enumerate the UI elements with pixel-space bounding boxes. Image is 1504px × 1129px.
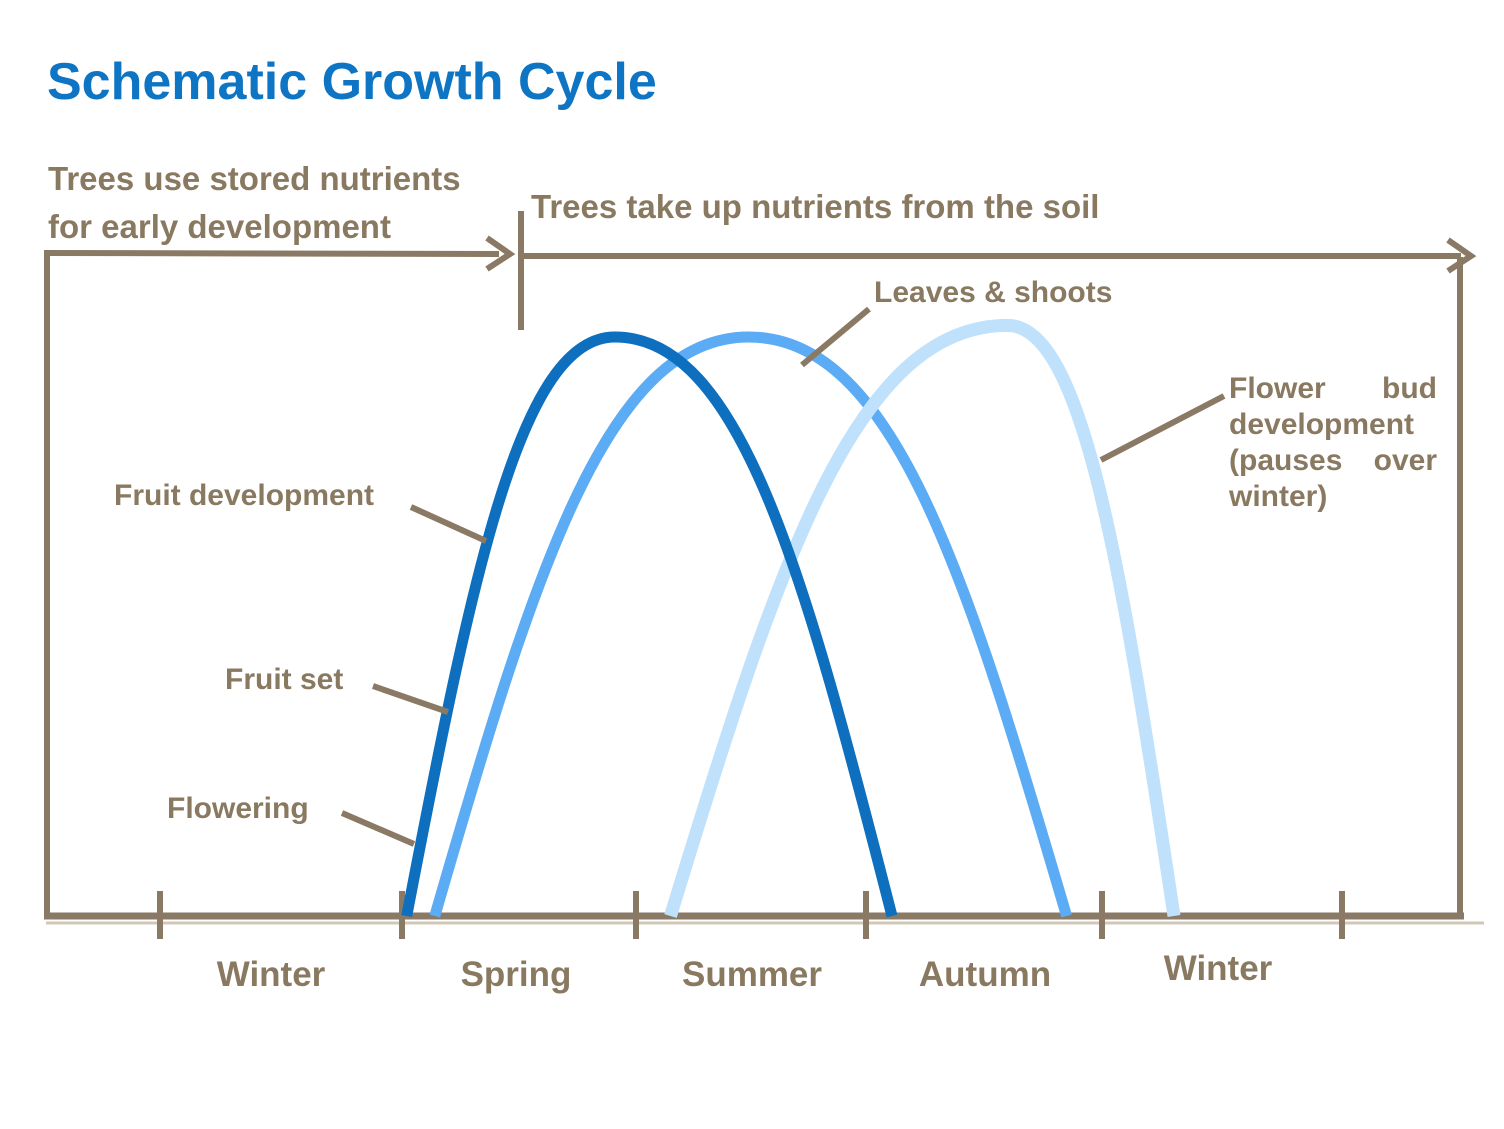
x-axis-label-spring: Spring: [460, 955, 572, 994]
x-axis-label-autumn: Autumn: [918, 955, 1052, 994]
flower-bud-curve: [664, 318, 1181, 918]
page-title: Schematic Growth Cycle: [47, 53, 657, 111]
label-leaves-shoots: Leaves & shoots: [874, 276, 1113, 309]
label-fruit-development: Fruit development: [114, 479, 375, 512]
x-axis-label-summer: Summer: [681, 955, 823, 994]
label-stored-nutrients-line2: for early development: [48, 208, 391, 245]
x-axis-label-winter-2: Winter: [1163, 949, 1273, 988]
label-flower-bud-line4: winter): [1229, 480, 1328, 513]
tick-marks: [157, 891, 1345, 939]
soil-nutrients-arrowhead-icon: [1446, 237, 1477, 274]
label-flower-bud-line3: (pauses over: [1229, 444, 1437, 477]
stored-nutrients-arrow-shaft: [46, 250, 500, 257]
label-fruit-set: Fruit set: [225, 663, 344, 696]
flower-bud-connector: [1099, 393, 1226, 463]
label-flower-bud-line1: Flower bud: [1229, 372, 1437, 405]
fruit-development-connector: [409, 504, 488, 544]
label-flowering: Flowering: [167, 792, 309, 825]
leaves-shoots-curve: [429, 331, 1072, 918]
label-soil-nutrients: Trees take up nutrients from the soil: [531, 188, 1100, 225]
label-flower-bud-line2: development: [1229, 408, 1415, 441]
label-flower-bud-development: Flower bud development (pauses over wint…: [1229, 371, 1437, 515]
annotation-connectors: [340, 306, 1226, 847]
stored-nutrients-arrowhead-icon: [485, 235, 516, 272]
flowering-connector: [340, 810, 416, 847]
label-stored-nutrients: Trees use stored nutrients for early dev…: [48, 155, 461, 251]
label-stored-nutrients-line1: Trees use stored nutrients: [48, 160, 461, 197]
fruit-set-connector: [372, 683, 449, 715]
leaves-shoots-connector: [800, 306, 871, 368]
x-axis-label-winter-1: Winter: [216, 955, 326, 994]
fruit-curve: [401, 331, 898, 918]
